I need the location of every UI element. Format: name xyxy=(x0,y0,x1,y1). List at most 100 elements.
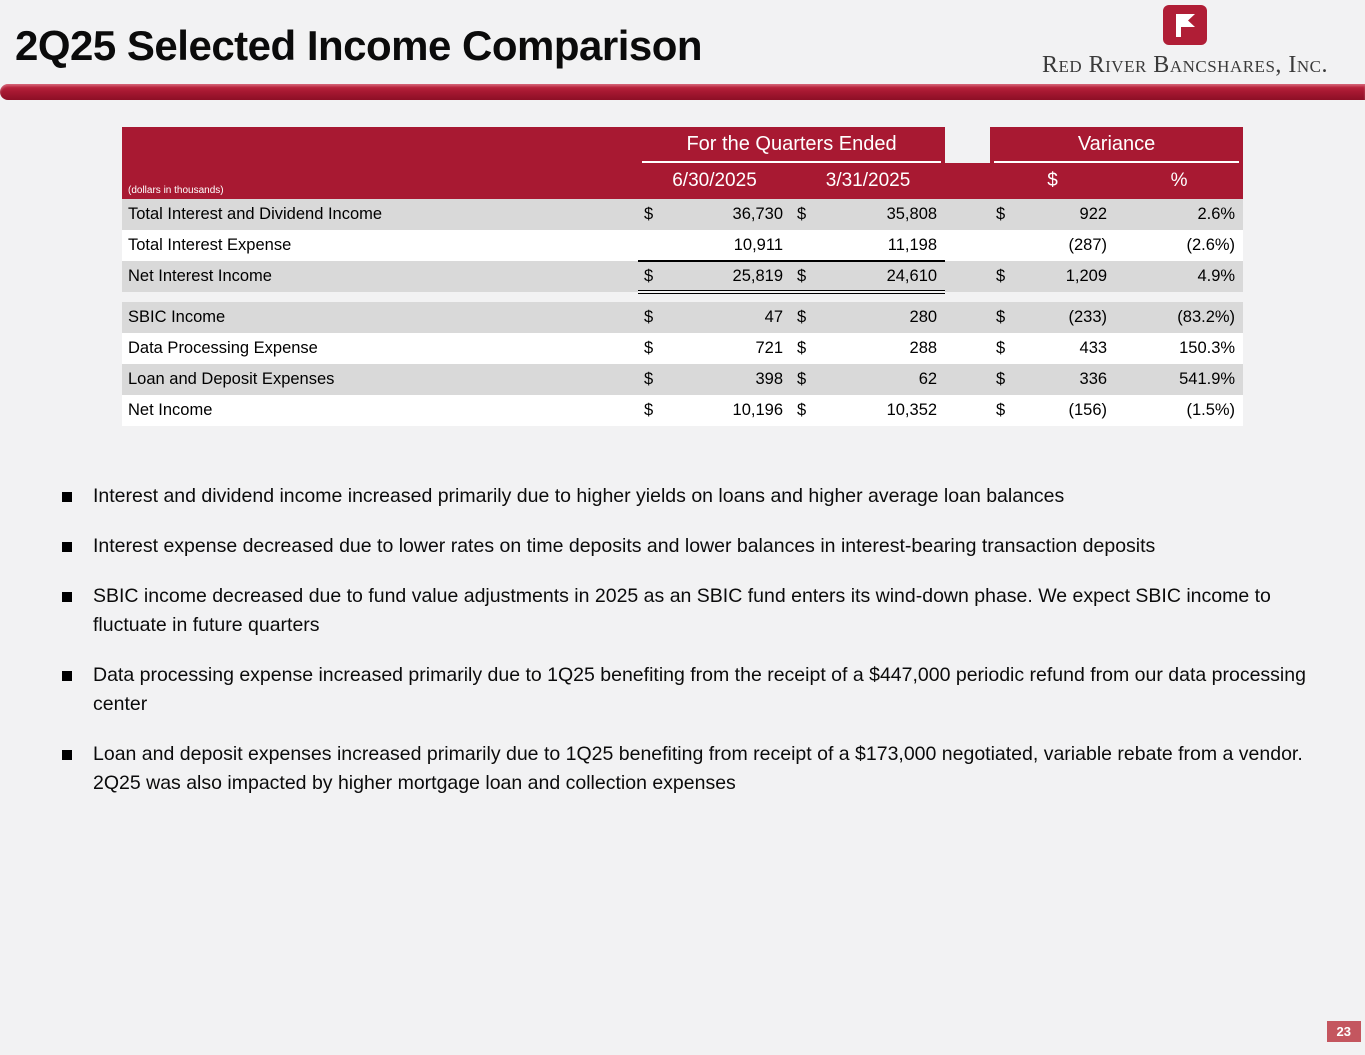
dollar-sign: $ xyxy=(638,364,666,395)
table-row: SBIC Income $ 47 $ 280 $ (233) (83.2%) xyxy=(122,302,1244,333)
value-cell: 1,209 xyxy=(1020,261,1116,292)
table-row: Data Processing Expense $ 721 $ 288 $ 43… xyxy=(122,333,1244,364)
value-cell: 47 xyxy=(666,302,791,333)
value-cell: (233) xyxy=(1020,302,1116,333)
dollar-sign: $ xyxy=(791,395,821,426)
row-label: SBIC Income xyxy=(122,302,638,333)
percent-cell: (2.6%) xyxy=(1115,230,1244,261)
percent-cell: 4.9% xyxy=(1115,261,1244,292)
bullet-item: Data processing expense increased primar… xyxy=(60,661,1325,719)
bullet-marker-icon xyxy=(62,671,72,681)
table-group-header-row: For the Quarters Ended Variance xyxy=(122,127,1244,163)
gap-cell xyxy=(945,199,991,230)
dollar-sign: $ xyxy=(990,364,1021,395)
dollar-sign xyxy=(990,230,1021,261)
dollar-sign: $ xyxy=(791,364,821,395)
value-cell: 288 xyxy=(821,333,946,364)
company-logo: Red River Bancshares, Inc. xyxy=(1015,5,1355,79)
table-row: Loan and Deposit Expenses $ 398 $ 62 $ 3… xyxy=(122,364,1244,395)
dollar-sign: $ xyxy=(990,261,1021,292)
dollar-sign: $ xyxy=(638,302,666,333)
page-number-badge: 23 xyxy=(1326,1021,1361,1042)
table-row: Net Income $ 10,196 $ 10,352 $ (156) (1.… xyxy=(122,395,1244,426)
value-cell: 10,352 xyxy=(821,395,946,426)
value-cell: 336 xyxy=(1020,364,1116,395)
row-label: Net Income xyxy=(122,395,638,426)
col-header-current-quarter: 6/30/2025 xyxy=(638,163,791,199)
value-cell: 721 xyxy=(666,333,791,364)
value-cell: 280 xyxy=(821,302,946,333)
value-cell: 922 xyxy=(1020,199,1116,230)
bullet-marker-icon xyxy=(62,592,72,602)
row-label: Total Interest and Dividend Income xyxy=(122,199,638,230)
col-header-prior-quarter: 3/31/2025 xyxy=(791,163,946,199)
header-gap-cell-red xyxy=(945,163,991,199)
value-cell: 24,610 xyxy=(821,261,946,294)
bullet-item: SBIC income decreased due to fund value … xyxy=(60,582,1325,640)
dollar-sign: $ xyxy=(638,199,666,230)
page-title: 2Q25 Selected Income Comparison xyxy=(15,22,703,69)
group-header-variance-label: Variance xyxy=(994,133,1240,163)
value-cell: 10,911 xyxy=(666,230,791,262)
dollar-sign: $ xyxy=(990,199,1021,230)
row-label: Data Processing Expense xyxy=(122,333,638,364)
header-corner-cell xyxy=(122,127,638,163)
value-cell: 25,819 xyxy=(666,261,791,294)
bullet-text: Loan and deposit expenses increased prim… xyxy=(93,743,1303,794)
income-comparison-table: For the Quarters Ended Variance (dollars… xyxy=(122,127,1244,426)
value-cell: 11,198 xyxy=(821,230,946,262)
percent-cell: 150.3% xyxy=(1115,333,1244,364)
bullet-text: SBIC income decreased due to fund value … xyxy=(93,585,1271,636)
row-label: Net Interest Income xyxy=(122,261,638,292)
dollar-sign xyxy=(791,230,821,262)
col-header-variance-percent: % xyxy=(1115,163,1244,199)
dollar-sign xyxy=(638,230,666,262)
value-cell: 10,196 xyxy=(666,395,791,426)
gap-cell xyxy=(945,395,991,426)
value-cell: 36,730 xyxy=(666,199,791,230)
gap-cell xyxy=(945,261,991,292)
group-header-quarters: For the Quarters Ended xyxy=(638,127,946,163)
table-column-header-row: (dollars in thousands) 6/30/2025 3/31/20… xyxy=(122,163,1244,199)
dollar-sign: $ xyxy=(638,261,666,294)
percent-cell: (83.2%) xyxy=(1115,302,1244,333)
gap-cell xyxy=(945,302,991,333)
table-row: Total Interest Expense 10,911 11,198 (28… xyxy=(122,230,1244,262)
bullet-text: Interest and dividend income increased p… xyxy=(93,485,1065,507)
value-cell: 433 xyxy=(1020,333,1116,364)
company-name: Red River Bancshares, Inc. xyxy=(1041,52,1329,78)
bullet-item: Interest expense decreased due to lower … xyxy=(60,532,1325,561)
bullet-text: Interest expense decreased due to lower … xyxy=(93,535,1156,557)
dollar-sign: $ xyxy=(791,333,821,364)
dollar-sign: $ xyxy=(791,302,821,333)
bullet-marker-icon xyxy=(62,750,72,760)
dollar-sign: $ xyxy=(791,261,821,294)
table-units-note: (dollars in thousands) xyxy=(122,163,638,199)
value-cell: (156) xyxy=(1020,395,1116,426)
value-cell: (287) xyxy=(1020,230,1116,261)
bullet-marker-icon xyxy=(62,542,72,552)
title-accent-bar xyxy=(0,84,1365,100)
dollar-sign: $ xyxy=(990,333,1021,364)
value-cell: 398 xyxy=(666,364,791,395)
dollar-sign: $ xyxy=(638,333,666,364)
bullet-item: Interest and dividend income increased p… xyxy=(60,482,1325,511)
header-gap-cell xyxy=(945,127,991,163)
percent-cell: (1.5%) xyxy=(1115,395,1244,426)
gap-cell xyxy=(945,364,991,395)
group-header-quarters-label: For the Quarters Ended xyxy=(642,133,942,163)
gap-cell xyxy=(945,230,991,261)
row-label: Total Interest Expense xyxy=(122,230,638,261)
col-header-variance-dollar: $ xyxy=(990,163,1116,199)
percent-cell: 2.6% xyxy=(1115,199,1244,230)
dollar-sign: $ xyxy=(990,395,1021,426)
row-label: Loan and Deposit Expenses xyxy=(122,364,638,395)
dollar-sign: $ xyxy=(990,302,1021,333)
value-cell: 62 xyxy=(821,364,946,395)
dollar-sign: $ xyxy=(638,395,666,426)
percent-cell: 541.9% xyxy=(1115,364,1244,395)
value-cell: 35,808 xyxy=(821,199,946,230)
bullet-list: Interest and dividend income increased p… xyxy=(60,482,1325,819)
gap-cell xyxy=(945,333,991,364)
dollar-sign: $ xyxy=(791,199,821,230)
